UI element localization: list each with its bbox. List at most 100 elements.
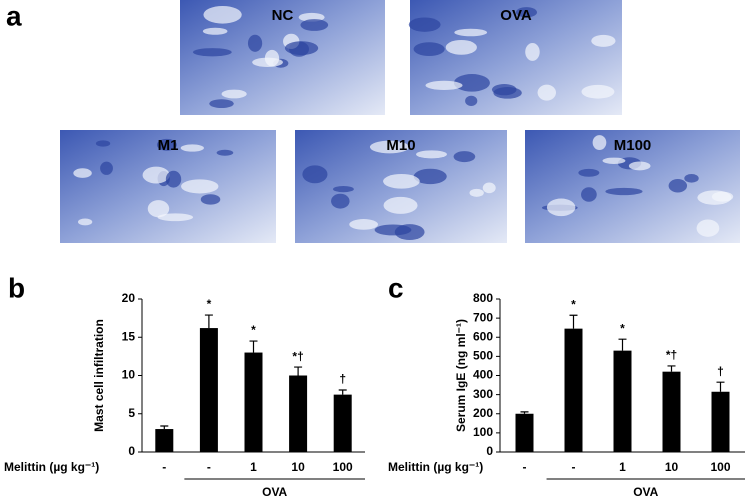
tissue-feature [200, 194, 221, 205]
image-label: OVA [500, 7, 532, 24]
y-tick-label: 600 [473, 329, 493, 343]
tissue-feature [445, 39, 477, 55]
group-label: OVA [262, 485, 287, 499]
tissue-feature [142, 166, 170, 184]
tissue-feature [696, 219, 720, 237]
panel-label: a [6, 0, 22, 31]
y-tick-label: 500 [473, 349, 493, 363]
tissue-feature [453, 151, 476, 163]
x-tick-label: - [162, 460, 166, 474]
y-tick-label: 20 [122, 291, 136, 305]
image-label: M100 [614, 137, 652, 154]
x-tick-label: - [572, 460, 576, 474]
x-tick-label: 10 [291, 460, 305, 474]
x-axis-label: Melittin (µg kg⁻¹) [4, 460, 99, 474]
tissue-feature [333, 185, 354, 193]
tissue-feature [413, 42, 445, 57]
bar [515, 413, 534, 452]
tissue-feature [157, 213, 194, 222]
tissue-feature [546, 198, 576, 217]
annotation: * [207, 297, 212, 311]
x-tick-label: - [523, 460, 527, 474]
tissue-feature [221, 89, 247, 99]
tissue-feature [192, 48, 232, 57]
tissue-feature [537, 84, 556, 101]
tissue-feature [465, 95, 478, 107]
tissue-feature [300, 19, 329, 31]
y-tick-label: 200 [473, 406, 493, 420]
x-axis-label: Melittin (µg kg⁻¹) [388, 460, 483, 474]
error-bar [716, 381, 725, 392]
x-tick-label: 1 [250, 460, 257, 474]
tissue-feature [209, 99, 234, 109]
group-label: OVA [633, 485, 658, 499]
tissue-feature [203, 5, 242, 24]
x-tick-label: 100 [333, 460, 353, 474]
annotation: † [339, 372, 346, 386]
tissue-feature [454, 28, 488, 37]
y-tick-label: 700 [473, 310, 493, 324]
tissue-feature [302, 165, 328, 184]
panel-label: c [388, 272, 404, 303]
x-tick-label: 10 [665, 460, 679, 474]
error-bar [667, 365, 676, 372]
annotation: * [620, 321, 625, 335]
tissue-feature [147, 200, 170, 218]
tissue-feature [525, 42, 540, 61]
y-tick-label: 100 [473, 425, 493, 439]
x-tick-label: 100 [710, 460, 730, 474]
y-tick-label: 0 [486, 444, 493, 458]
image-label: M10 [386, 137, 415, 154]
tissue-feature [156, 138, 177, 151]
bar [564, 328, 583, 452]
tissue-feature [247, 34, 263, 52]
tissue-feature [394, 224, 425, 241]
tissue-feature [180, 144, 204, 152]
y-axis-label: Serum IgE (ng ml⁻¹) [454, 319, 468, 432]
bar [711, 391, 730, 452]
tissue-feature [581, 84, 615, 99]
bar [244, 352, 263, 452]
tissue-feature [77, 218, 93, 226]
tissue-feature [216, 149, 234, 156]
tissue-feature [591, 34, 616, 47]
bar [662, 371, 681, 452]
tissue-feature [493, 87, 522, 99]
error-bar [618, 338, 627, 351]
tissue-feature [684, 174, 699, 183]
tissue-feature [349, 219, 379, 230]
tissue-feature [628, 161, 651, 171]
tissue-feature [95, 140, 111, 147]
annotation: *† [666, 348, 677, 362]
annotation: † [717, 364, 724, 378]
y-tick-label: 15 [122, 329, 136, 343]
tissue-feature [581, 187, 597, 202]
tissue-feature [668, 178, 688, 193]
tissue-feature [100, 161, 113, 175]
image-label: NC [272, 7, 294, 24]
tissue-feature [383, 196, 418, 214]
y-tick-label: 300 [473, 387, 493, 401]
tissue-feature [73, 168, 92, 178]
bar [199, 328, 218, 452]
panel-label: b [8, 272, 25, 303]
annotation: *† [292, 349, 303, 363]
annotation: * [571, 297, 576, 311]
tissue-feature [369, 140, 410, 154]
tissue-feature [425, 80, 463, 90]
tissue-feature [453, 74, 490, 92]
bar [333, 394, 352, 452]
error-bar [204, 314, 213, 329]
tissue-feature [605, 187, 643, 196]
tissue-feature [602, 157, 626, 164]
bar [155, 429, 174, 452]
y-tick-label: 400 [473, 368, 493, 382]
error-bar [520, 411, 529, 414]
tissue-feature [284, 41, 319, 56]
tissue-feature [408, 17, 441, 32]
error-bar [569, 314, 578, 329]
tissue-feature [711, 191, 734, 202]
error-bar [249, 340, 258, 353]
tissue-feature [252, 57, 283, 67]
